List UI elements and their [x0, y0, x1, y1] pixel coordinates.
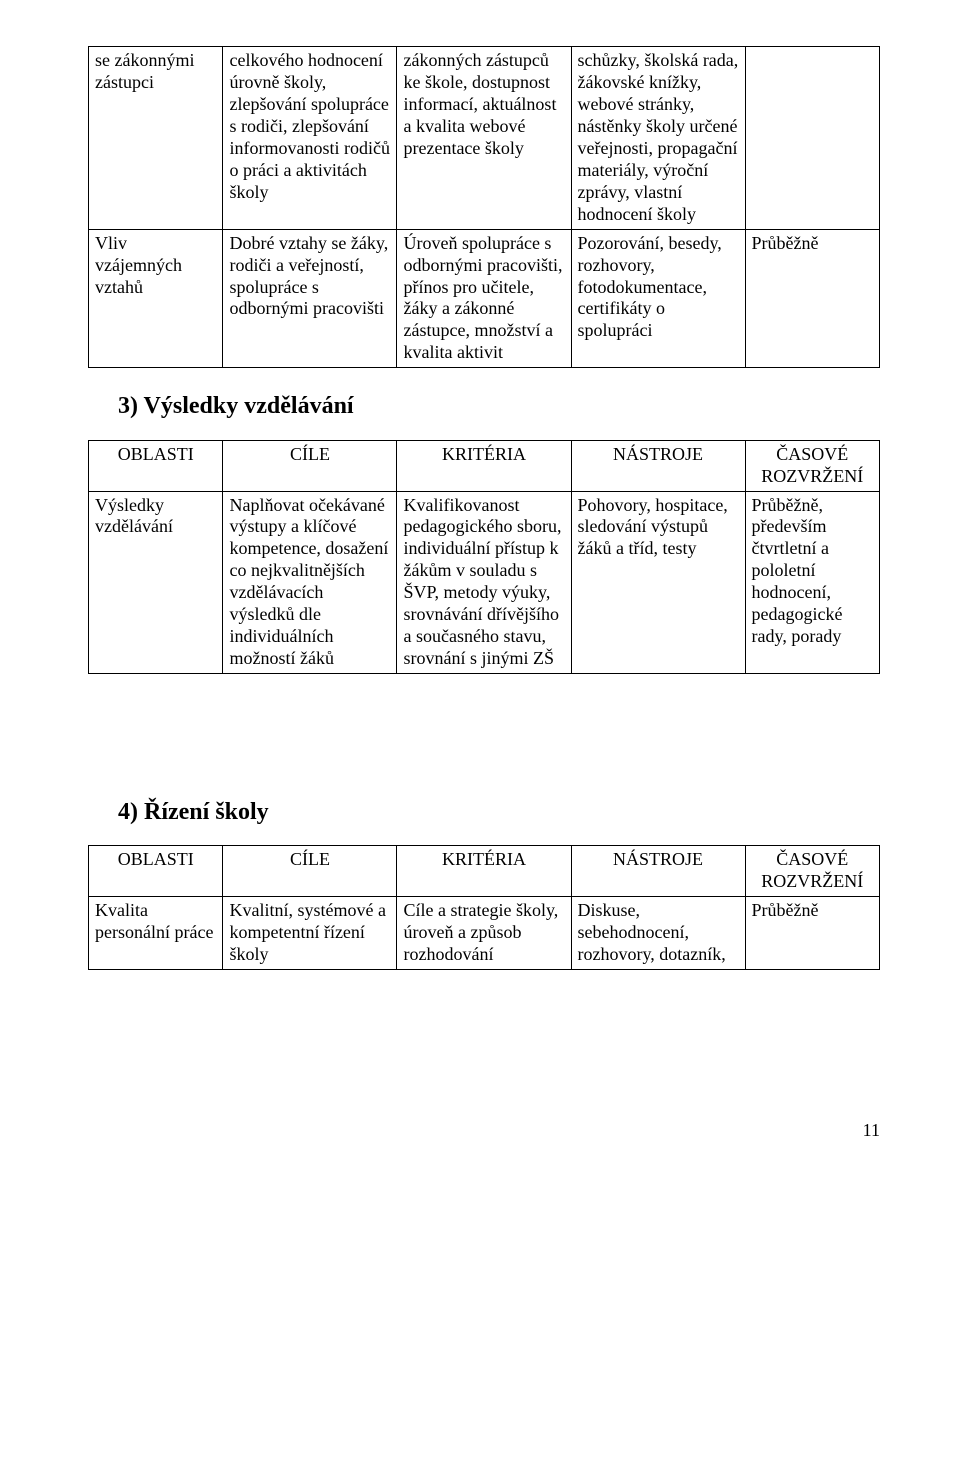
col-header: ČASOVÉ ROZVRŽENÍ: [745, 846, 879, 897]
cell: Kvalifikovanost pedagogického sboru, ind…: [397, 491, 571, 674]
cell: se zákonnými zástupci: [89, 47, 223, 230]
cell: Naplňovat očekávané výstupy a klíčové ko…: [223, 491, 397, 674]
table-row: se zákonnými zástupci celkového hodnocen…: [89, 47, 880, 230]
cell: Výsledky vzdělávání: [89, 491, 223, 674]
cell: Úroveň spolupráce s odbornými pracovišti…: [397, 229, 571, 368]
table-row: Výsledky vzdělávání Naplňovat očekávané …: [89, 491, 880, 674]
cell: Diskuse, sebehodnocení, rozhovory, dotaz…: [571, 897, 745, 970]
section-heading-4: 4) Řízení školy: [118, 798, 880, 827]
cell: [745, 47, 879, 230]
col-header: CÍLE: [223, 440, 397, 491]
cell: zákonných zástupců ke škole, dostupnost …: [397, 47, 571, 230]
continuation-table: se zákonnými zástupci celkového hodnocen…: [88, 46, 880, 368]
table-row: Kvalita personální práce Kvalitní, systé…: [89, 897, 880, 970]
cell: Vliv vzájemných vztahů: [89, 229, 223, 368]
cell: Pohovory, hospitace, sledování výstupů ž…: [571, 491, 745, 674]
col-header: KRITÉRIA: [397, 846, 571, 897]
col-header: NÁSTROJE: [571, 846, 745, 897]
col-header: KRITÉRIA: [397, 440, 571, 491]
section-heading-3: 3) Výsledky vzdělávání: [118, 392, 880, 421]
col-header: OBLASTI: [89, 440, 223, 491]
page-number: 11: [88, 1120, 880, 1142]
management-table: OBLASTI CÍLE KRITÉRIA NÁSTROJE ČASOVÉ RO…: [88, 845, 880, 970]
cell: Průběžně: [745, 897, 879, 970]
col-header: CÍLE: [223, 846, 397, 897]
table-header-row: OBLASTI CÍLE KRITÉRIA NÁSTROJE ČASOVÉ RO…: [89, 440, 880, 491]
cell: Cíle a strategie školy, úroveň a způsob …: [397, 897, 571, 970]
cell: Dobré vztahy se žáky, rodiči a veřejnost…: [223, 229, 397, 368]
cell: schůzky, školská rada, žákovské knížky, …: [571, 47, 745, 230]
cell: celkového hodnocení úrovně školy, zlepšo…: [223, 47, 397, 230]
col-header: OBLASTI: [89, 846, 223, 897]
col-header: NÁSTROJE: [571, 440, 745, 491]
col-header: ČASOVÉ ROZVRŽENÍ: [745, 440, 879, 491]
table-row: Vliv vzájemných vztahů Dobré vztahy se ž…: [89, 229, 880, 368]
table-header-row: OBLASTI CÍLE KRITÉRIA NÁSTROJE ČASOVÉ RO…: [89, 846, 880, 897]
results-table: OBLASTI CÍLE KRITÉRIA NÁSTROJE ČASOVÉ RO…: [88, 440, 880, 675]
cell: Průběžně: [745, 229, 879, 368]
cell: Průběžně, především čtvrtletní a pololet…: [745, 491, 879, 674]
cell: Kvalita personální práce: [89, 897, 223, 970]
cell: Pozorování, besedy, rozhovory, fotodokum…: [571, 229, 745, 368]
cell: Kvalitní, systémové a kompetentní řízení…: [223, 897, 397, 970]
